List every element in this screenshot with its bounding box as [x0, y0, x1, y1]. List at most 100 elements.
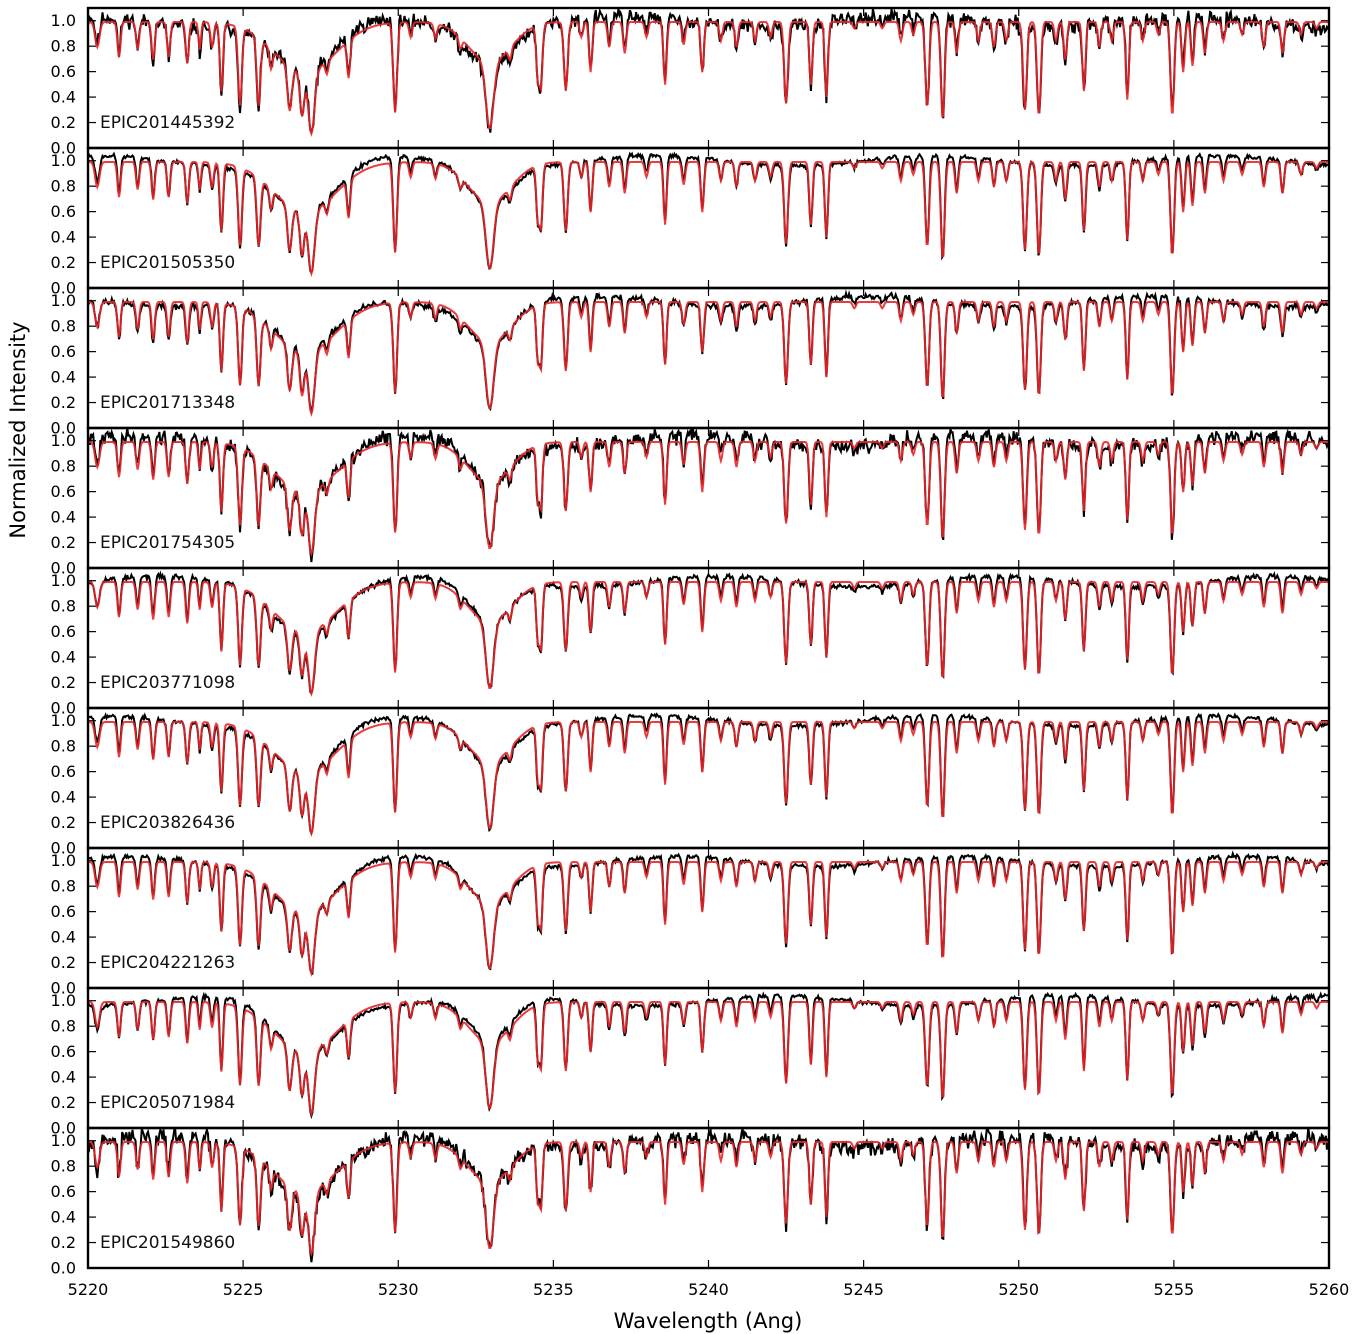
panel-5: 0.0 0.2 0.4 0.6 0.8 1.0 EPIC203771098 — [51, 566, 1331, 718]
model-spectrum-line — [88, 20, 1329, 137]
star-label: EPIC201445392 — [100, 113, 235, 133]
panel-frame — [86, 426, 1331, 570]
y-tick-label: 0.2 — [51, 253, 76, 272]
y-axis-title: Normalized Intensity — [6, 321, 30, 538]
y-tick-label: 0.0 — [51, 559, 76, 578]
star-label: EPIC204221263 — [100, 953, 235, 973]
panel-7: 0.0 0.2 0.4 0.6 0.8 1.0 EPIC204221263 — [51, 846, 1331, 998]
y-tick-label: 0.2 — [51, 393, 76, 412]
y-tick-label: 0.2 — [51, 1233, 76, 1252]
y-tick-label: 0.2 — [51, 533, 76, 552]
star-label: EPIC201505350 — [100, 253, 235, 273]
panels-group: 0.0 0.2 0.4 0.6 0.8 1.0 EPIC201445392 0.0 0.2 0.4… — [51, 6, 1331, 1278]
panel-frame — [86, 1126, 1331, 1270]
y-tick-label: 0.4 — [51, 1068, 76, 1087]
y-tick-label: 0.4 — [51, 88, 76, 107]
y-tick-label: 1.0 — [51, 291, 76, 310]
x-tick-label: 5225 — [223, 1280, 264, 1299]
y-tick-label: 0.4 — [51, 648, 76, 667]
y-tick-label: 0.0 — [51, 839, 76, 858]
model-spectrum-line — [88, 720, 1329, 837]
y-tick-label: 0.8 — [51, 737, 76, 756]
y-tick-label: 0.4 — [51, 1208, 76, 1227]
y-tick-label: 0.0 — [51, 279, 76, 298]
panel-frame — [86, 986, 1331, 1130]
y-tick-label: 0.8 — [51, 37, 76, 56]
observed-spectrum-line — [88, 151, 1329, 274]
panel-1: 0.0 0.2 0.4 0.6 0.8 1.0 EPIC201445392 — [51, 6, 1331, 158]
panel-frame — [86, 286, 1331, 430]
model-spectrum-line — [88, 1000, 1329, 1117]
model-spectrum-line — [88, 860, 1329, 977]
panel-frame — [86, 846, 1331, 990]
y-tick-label: 1.0 — [51, 151, 76, 170]
observed-spectrum-line — [88, 850, 1329, 976]
panel-frame — [86, 566, 1331, 710]
y-tick-label: 0.0 — [51, 139, 76, 158]
x-tick-label: 5255 — [1154, 1280, 1195, 1299]
x-axis-title: Wavelength (Ang) — [614, 1309, 803, 1333]
y-tick-label: 0.8 — [51, 877, 76, 896]
y-tick-label: 0.0 — [51, 699, 76, 718]
model-spectrum-line — [88, 160, 1329, 277]
observed-spectrum-line — [88, 8, 1329, 135]
y-tick-label: 0.6 — [51, 482, 76, 501]
x-tick-labels: 5220 5225 5230 5235 5240 5245 5250 5255 5260 — [68, 1280, 1350, 1299]
y-tick-label: 0.8 — [51, 1017, 76, 1036]
y-tick-label: 0.4 — [51, 788, 76, 807]
panel-9: 0.0 0.2 0.4 0.6 0.8 1.0 EPIC201549860 — [51, 1126, 1331, 1278]
x-tick-label: 5250 — [998, 1280, 1039, 1299]
panel-6: 0.0 0.2 0.4 0.6 0.8 1.0 EPIC203826436 — [51, 706, 1331, 858]
panel-8: 0.0 0.2 0.4 0.6 0.8 1.0 EPIC205071984 — [51, 986, 1331, 1138]
x-tick-label: 5240 — [688, 1280, 729, 1299]
y-tick-label: 0.8 — [51, 1157, 76, 1176]
y-tick-label: 0.8 — [51, 457, 76, 476]
star-label: EPIC201713348 — [100, 393, 235, 413]
y-tick-label: 0.2 — [51, 113, 76, 132]
y-tick-label: 1.0 — [51, 571, 76, 590]
y-tick-label: 0.0 — [51, 1259, 76, 1278]
y-tick-label: 1.0 — [51, 991, 76, 1010]
y-tick-label: 1.0 — [51, 1131, 76, 1150]
y-tick-label: 0.4 — [51, 928, 76, 947]
y-tick-label: 0.6 — [51, 1042, 76, 1061]
star-label: EPIC201754305 — [100, 533, 235, 553]
star-label: EPIC201549860 — [100, 1233, 235, 1253]
y-tick-label: 0.2 — [51, 813, 76, 832]
y-tick-label: 0.6 — [51, 202, 76, 221]
y-tick-label: 0.6 — [51, 622, 76, 641]
y-tick-label: 0.0 — [51, 979, 76, 998]
x-tick-label: 5235 — [533, 1280, 574, 1299]
y-tick-label: 1.0 — [51, 431, 76, 450]
y-tick-label: 0.6 — [51, 1182, 76, 1201]
star-label: EPIC203771098 — [100, 673, 235, 693]
y-tick-label: 0.2 — [51, 1093, 76, 1112]
y-tick-label: 0.4 — [51, 228, 76, 247]
y-tick-label: 0.4 — [51, 508, 76, 527]
observed-spectrum-line — [88, 289, 1329, 416]
y-tick-label: 1.0 — [51, 851, 76, 870]
y-tick-label: 0.0 — [51, 1119, 76, 1138]
observed-spectrum-line — [88, 1128, 1329, 1263]
model-spectrum-line — [88, 440, 1329, 557]
observed-spectrum-line — [88, 570, 1329, 696]
x-tick-label: 5220 — [68, 1280, 109, 1299]
model-spectrum-line — [88, 580, 1329, 697]
y-tick-label: 0.8 — [51, 177, 76, 196]
panel-4: 0.0 0.2 0.4 0.6 0.8 1.0 EPIC201754305 — [51, 426, 1331, 578]
y-tick-label: 1.0 — [51, 711, 76, 730]
star-label: EPIC203826436 — [100, 813, 235, 833]
panel-frame — [86, 706, 1331, 850]
observed-spectrum-line — [88, 712, 1329, 836]
y-tick-label: 0.8 — [51, 597, 76, 616]
y-tick-label: 0.4 — [51, 368, 76, 387]
star-label: EPIC205071984 — [100, 1093, 235, 1113]
model-spectrum-line — [88, 300, 1329, 417]
model-spectrum-line — [88, 1140, 1329, 1257]
y-tick-label: 1.0 — [51, 11, 76, 30]
x-tick-label: 5230 — [378, 1280, 419, 1299]
y-tick-label: 0.2 — [51, 953, 76, 972]
panel-frame — [86, 146, 1331, 290]
panel-2: 0.0 0.2 0.4 0.6 0.8 1.0 EPIC201505350 — [51, 146, 1331, 298]
